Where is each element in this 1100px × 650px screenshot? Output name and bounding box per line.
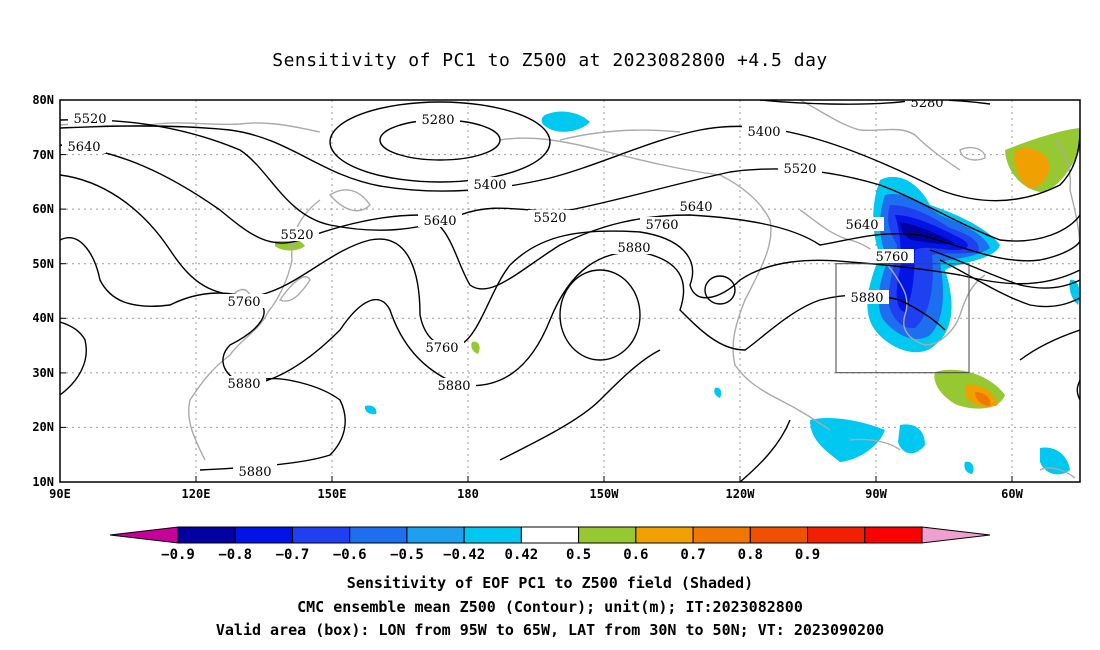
contour-label-text: 5880 [617,241,650,256]
lon-tick-label: 150W [590,487,620,501]
contour-label-text: 5520 [533,211,566,226]
latitude-labels: 80N 70N 60N 50N 40N 30N 20N 10N [32,93,54,489]
contour-label-text: 5400 [473,178,506,193]
contour-label: 5280 [905,96,949,111]
colorbar: −0.9 −0.8 −0.7 −0.6 −0.5 −0.42 0.42 0.5 0.6 0.7 0.… [109,526,991,563]
colorbar-high-arrow [921,526,991,544]
lat-tick-label: 40N [32,311,54,325]
colorbar-swatch [520,526,580,544]
contour-label-text: 5880 [227,377,260,392]
contour-label-text: 5640 [67,140,100,155]
contour-label: 5760 [420,340,464,356]
contour-label-text: 5520 [73,112,106,127]
contour-label: 5520 [528,210,572,226]
colorbar-label: 0.8 [738,547,763,563]
contour-label: 5640 [62,139,106,155]
lon-tick-label: 120E [182,487,211,501]
lat-tick-label: 60N [32,202,54,216]
contour-label: 5880 [432,378,476,394]
contour-label: 5400 [468,177,512,193]
caption-line-2: CMC ensemble mean Z500 (Contour); unit(m… [297,598,803,616]
lat-tick-label: 70N [32,148,54,162]
colorbar-swatch [692,526,751,544]
colorbar-swatch [578,526,637,544]
contour-label-text: 5880 [238,465,271,480]
contour-label-text: 5520 [783,162,816,177]
lon-tick-label: 120W [726,487,756,501]
lat-tick-label: 10N [32,475,54,489]
lon-tick-label: 90W [865,487,887,501]
lat-tick-label: 20N [32,420,54,434]
contour-label-text: 5760 [645,218,678,233]
contour-label-text: 5760 [425,341,458,356]
colorbar-swatch [807,526,866,544]
colorbar-label: −0.5 [390,547,424,563]
contour-label: 5400 [742,124,786,140]
contour-label-text: 5280 [910,96,943,111]
lat-tick-label: 80N [32,93,54,107]
lon-tick-label: 180 [457,487,479,501]
colorbar-label: 0.6 [623,547,648,563]
contour-label-text: 5760 [875,250,908,265]
contour-label: 5760 [222,294,266,310]
lon-tick-label: 60W [1001,487,1023,501]
colorbar-swatch [406,526,465,544]
contour-label: 5640 [418,213,462,229]
colorbar-label: 0.7 [680,547,705,563]
colorbar-label: −0.7 [276,547,310,563]
colorbar-swatch [864,526,923,544]
colorbar-label: −0.6 [333,547,367,563]
lon-tick-label: 90E [49,487,71,501]
contour-label: 5640 [674,199,718,215]
contour-label: 5280 [416,112,460,128]
contour-label-text: 5400 [747,125,780,140]
contour-label-text: 5640 [679,200,712,215]
contour-label-text: 5880 [850,291,883,306]
colorbar-swatch [349,526,408,544]
contour-label: 5880 [233,464,277,480]
contour-label: 5520 [778,161,822,177]
longitude-labels: 90E 120E 150E 180 150W 120W 90W 60W [49,487,1023,501]
caption-line-3: Valid area (box): LON from 95W to 65W, L… [215,621,885,639]
colorbar-swatch [234,526,293,544]
contour-label: 5880 [612,240,656,256]
colorbar-swatch [463,526,522,544]
colorbar-label: −0.9 [161,547,195,563]
colorbar-label: 0.9 [795,547,820,563]
lat-tick-label: 30N [32,366,54,380]
contour-label: 5640 [840,217,884,233]
colorbar-swatch [749,526,809,544]
colorbar-swatch [177,526,236,544]
contour-labels: 5280 5280 5400 5400 5520 5520 5520 5520 … [62,96,949,480]
contour-label-text: 5640 [423,214,456,229]
colorbar-swatch [635,526,694,544]
contour-label-text: 5640 [845,218,878,233]
valid-area-box [835,263,970,374]
contour-label-text: 5760 [227,295,260,310]
contour-label-text: 5880 [437,379,470,394]
contour-label: 5760 [640,217,684,233]
colorbar-label: 0.42 [505,547,539,563]
contour-label: 5880 [222,376,266,392]
colorbar-label: −0.42 [443,547,485,563]
caption-line-1: Sensitivity of EOF PC1 to Z500 field (Sh… [346,574,754,592]
map-border [59,99,1081,483]
contour-label: 5880 [845,290,889,306]
contour-label-text: 5280 [421,113,454,128]
colorbar-low-arrow [109,526,179,544]
map-title: Sensitivity of PC1 to Z500 at 2023082800… [272,50,828,71]
lat-tick-label: 50N [32,257,54,271]
colorbar-label: −0.8 [218,547,252,563]
colorbar-label: 0.5 [566,547,591,563]
colorbar-swatch [291,526,351,544]
contour-label-text: 5520 [280,228,313,243]
contour-label: 5520 [275,227,319,243]
gridlines [60,100,1080,482]
tick-marks [60,99,1013,482]
contour-label: 5760 [870,249,914,265]
lon-tick-label: 150E [318,487,347,501]
contour-label: 5520 [68,111,112,127]
